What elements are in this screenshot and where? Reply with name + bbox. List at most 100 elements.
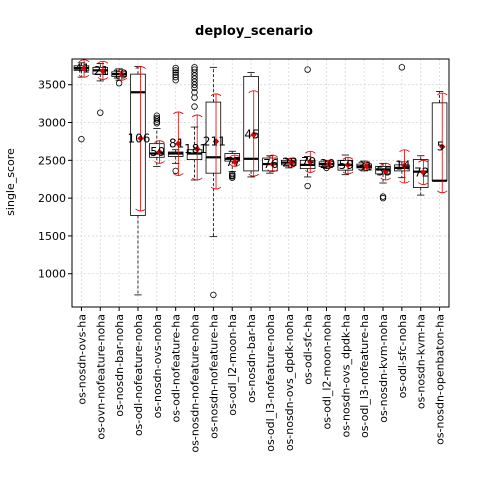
box-series — [73, 59, 448, 299]
y-tick-label: 3000 — [38, 117, 66, 130]
box-group — [167, 64, 184, 176]
x-tick-label: os-odl-nofeature-noha — [132, 314, 145, 436]
mean-ci-cap-top — [248, 90, 259, 94]
outlier-point — [153, 118, 161, 125]
box-group — [394, 64, 410, 184]
mean-ci-cap-top — [116, 69, 128, 72]
outlier-point — [97, 109, 104, 116]
mean-marker — [438, 143, 446, 151]
mean-ci-cap-top — [210, 93, 222, 97]
box-group — [356, 160, 373, 172]
mean-ci-cap-bottom — [380, 177, 391, 181]
outlier-point — [191, 78, 198, 85]
box-group — [186, 64, 203, 181]
mean-ci-cap-top — [97, 60, 109, 64]
mean-ci-cap-top — [418, 159, 429, 163]
mean-marker — [344, 161, 352, 169]
x-axis: os-nosdn-ovs-ha os-ovn-nofeature-noha os-n… — [75, 307, 447, 453]
mean-marker — [118, 71, 126, 78]
outlier-point — [304, 66, 311, 73]
count-label: 31 — [358, 159, 373, 173]
box-group — [299, 66, 316, 190]
count-label: 45 — [244, 128, 259, 142]
count-label: 55 — [376, 165, 391, 179]
outlier-point — [153, 112, 161, 119]
box-group — [149, 112, 165, 167]
box-group — [412, 155, 429, 196]
box-group — [337, 154, 354, 176]
box — [243, 75, 259, 172]
mean-ci-cap-bottom — [286, 164, 297, 168]
count-label: 181 — [184, 142, 207, 156]
mean-ci-cap-top — [135, 66, 146, 69]
box — [205, 101, 222, 174]
outlier-point — [191, 103, 198, 110]
mean-ci-cap-top — [380, 162, 391, 166]
outlier-point — [191, 75, 198, 82]
mean-marker — [269, 160, 276, 168]
count-label: 106 — [128, 131, 151, 145]
mean-marker — [193, 145, 201, 153]
mean-ci-cap-top — [173, 111, 184, 115]
mean-ci-cap-bottom — [135, 208, 146, 212]
box-group — [130, 66, 146, 296]
box-group — [224, 150, 241, 181]
count-label: 20 — [320, 157, 335, 171]
outlier-point — [115, 79, 123, 87]
count-label: 79 — [301, 155, 316, 169]
mean-ci-cap-top — [191, 114, 203, 118]
mean-ci-cap-bottom — [436, 190, 448, 194]
outlier-point — [172, 71, 179, 79]
outlier-point — [172, 73, 179, 81]
mean-marker — [250, 131, 258, 138]
x-tick-label: os-nosdn-bar-noha — [113, 314, 126, 417]
box-group — [243, 72, 259, 178]
mean-ci-cap-top — [399, 149, 410, 153]
y-tick-label: 1000 — [38, 268, 66, 281]
outlier-point — [78, 135, 85, 143]
count-label: 211 — [203, 134, 226, 148]
mean-ci-cap-top — [342, 156, 354, 160]
outlier-point — [153, 114, 161, 122]
mean-marker — [137, 135, 144, 142]
outlier-point — [191, 81, 198, 88]
count-label: 59 — [339, 158, 354, 172]
chart-title: deploy_scenario — [195, 24, 313, 39]
outlier-point — [304, 182, 311, 190]
mean-marker — [212, 138, 220, 145]
mean-ci-cap-bottom — [229, 164, 241, 167]
mean-marker — [99, 67, 107, 75]
outlier-point — [379, 193, 387, 200]
mean-ci-cap-top — [323, 159, 335, 163]
mean-marker — [401, 162, 408, 169]
count-label: 14 — [395, 159, 410, 173]
mean-ci-cap-top — [267, 154, 278, 158]
outlier-point — [398, 64, 406, 71]
x-tick-label: os-nosdn-ovs_dpdk-noha — [283, 314, 296, 451]
count-label: 19 — [112, 68, 127, 82]
outlier-point — [210, 291, 217, 299]
mean-marker — [174, 140, 182, 148]
x-tick-label: os-odl_l2-moon-ha — [226, 314, 239, 416]
mean-marker — [306, 158, 314, 166]
mean-marker — [420, 169, 427, 176]
outlier-point — [172, 64, 179, 72]
box — [130, 73, 146, 216]
outlier-point — [191, 64, 198, 71]
count-label: 72 — [414, 165, 429, 179]
mean-ci-cap-top — [78, 59, 90, 63]
y-tick-label: 1500 — [38, 230, 66, 243]
mean-ci-cap-top — [361, 162, 373, 165]
mean-ci-cap-top — [286, 157, 297, 161]
count-label: 59 — [150, 145, 165, 159]
count-label: 5 — [437, 140, 445, 154]
box-group — [73, 59, 90, 143]
outlier-point — [172, 67, 179, 74]
mean-ci-cap-bottom — [97, 77, 109, 80]
box-group — [205, 66, 222, 299]
x-tick-label: os-nosdn-openbaton-ha — [434, 314, 447, 445]
mean-ci-cap-bottom — [210, 186, 222, 190]
box — [412, 159, 429, 188]
